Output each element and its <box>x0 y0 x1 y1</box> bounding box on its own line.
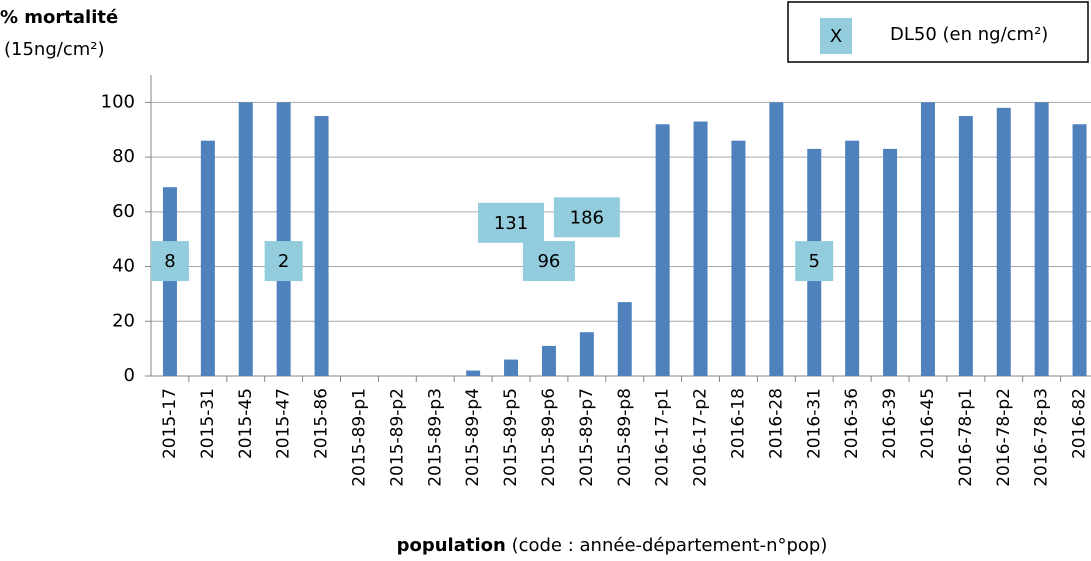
bar <box>162 187 177 376</box>
y-tick-label: 80 <box>112 146 135 167</box>
legend-marker: X <box>830 26 842 47</box>
bar <box>541 345 556 376</box>
bar <box>1034 102 1049 376</box>
y-tick-label: 60 <box>112 201 135 222</box>
dl50-label: 131 <box>494 213 528 234</box>
y-tick-label: 0 <box>124 365 135 386</box>
dl50-label: 8 <box>164 251 175 272</box>
x-axis-title-rest: (code : année-département-n°pop) <box>512 535 828 556</box>
x-tick-label: 2015-89-p7 <box>577 388 597 487</box>
x-tick-label: 2016-18 <box>728 388 748 459</box>
dl50-label: 186 <box>570 207 604 228</box>
y-tick-label: 20 <box>112 310 135 331</box>
x-tick-label: 2016-17-p2 <box>691 388 711 487</box>
x-tick-label: 2015-89-p1 <box>349 388 369 487</box>
dl50-box <box>522 241 575 282</box>
x-tick-label: 2015-17 <box>160 388 180 459</box>
x-tick-label: 2015-89-p3 <box>425 388 445 487</box>
dl50-label: 96 <box>537 251 560 272</box>
x-tick-label: 2016-28 <box>766 388 786 459</box>
x-tick-label: 2015-86 <box>312 388 332 459</box>
bar <box>655 124 670 376</box>
x-tick-label: 2015-47 <box>274 388 294 459</box>
bar <box>1072 124 1087 376</box>
bar <box>504 359 519 376</box>
x-axis-title-bold: population <box>397 535 506 556</box>
x-axis-title: population (code : année-département-n°p… <box>397 535 828 556</box>
x-tick-label: 2015-89-p5 <box>501 388 521 487</box>
chart-subtitle: (15ng/cm²) <box>4 39 105 60</box>
bar <box>731 140 746 376</box>
bar <box>466 370 481 376</box>
x-tick-label: 2015-45 <box>236 388 256 459</box>
bar <box>314 116 329 376</box>
x-tick-label: 2016-78-p2 <box>994 388 1014 487</box>
x-tick-label: 2016-78-p1 <box>956 388 976 487</box>
legend-swatch <box>820 18 852 54</box>
dl50-box <box>795 241 834 282</box>
bar <box>958 116 973 376</box>
legend-label: DL50 (en ng/cm²) <box>890 24 1048 45</box>
bar <box>200 140 215 376</box>
x-tick-label: 2016-36 <box>842 388 862 459</box>
dl50-box <box>553 197 620 238</box>
bar <box>617 302 632 376</box>
bar <box>996 107 1011 376</box>
x-tick-label: 2015-89-p6 <box>539 388 559 487</box>
x-tick-label: 2016-17-p1 <box>653 388 673 487</box>
x-tick-label: 2015-89-p8 <box>615 388 635 487</box>
dl50-label: 2 <box>278 251 289 272</box>
y-tick-label: 40 <box>112 256 135 277</box>
dl50-box <box>478 202 545 243</box>
x-tick-label: 2016-31 <box>804 388 824 459</box>
bar <box>920 102 935 376</box>
bar <box>845 140 860 376</box>
y-tick-label: 100 <box>101 91 135 112</box>
dl50-box <box>150 241 189 282</box>
bar <box>769 102 784 376</box>
x-tick-label: 2016-39 <box>880 388 900 459</box>
dl50-box <box>264 241 303 282</box>
x-tick-label: 2016-78-p3 <box>1032 388 1052 487</box>
bar <box>276 102 291 376</box>
bar <box>693 121 708 376</box>
dl50-label: 5 <box>809 251 820 272</box>
bar <box>238 102 253 376</box>
x-tick-label: 2016-82 <box>1070 388 1090 459</box>
x-tick-label: 2015-89-p4 <box>463 388 483 487</box>
bar <box>579 332 594 376</box>
x-tick-label: 2016-45 <box>918 388 938 459</box>
x-tick-label: 2015-31 <box>198 388 218 459</box>
bar <box>883 148 898 376</box>
chart-title: % mortalité <box>0 7 118 28</box>
x-tick-label: 2015-89-p2 <box>387 388 407 487</box>
